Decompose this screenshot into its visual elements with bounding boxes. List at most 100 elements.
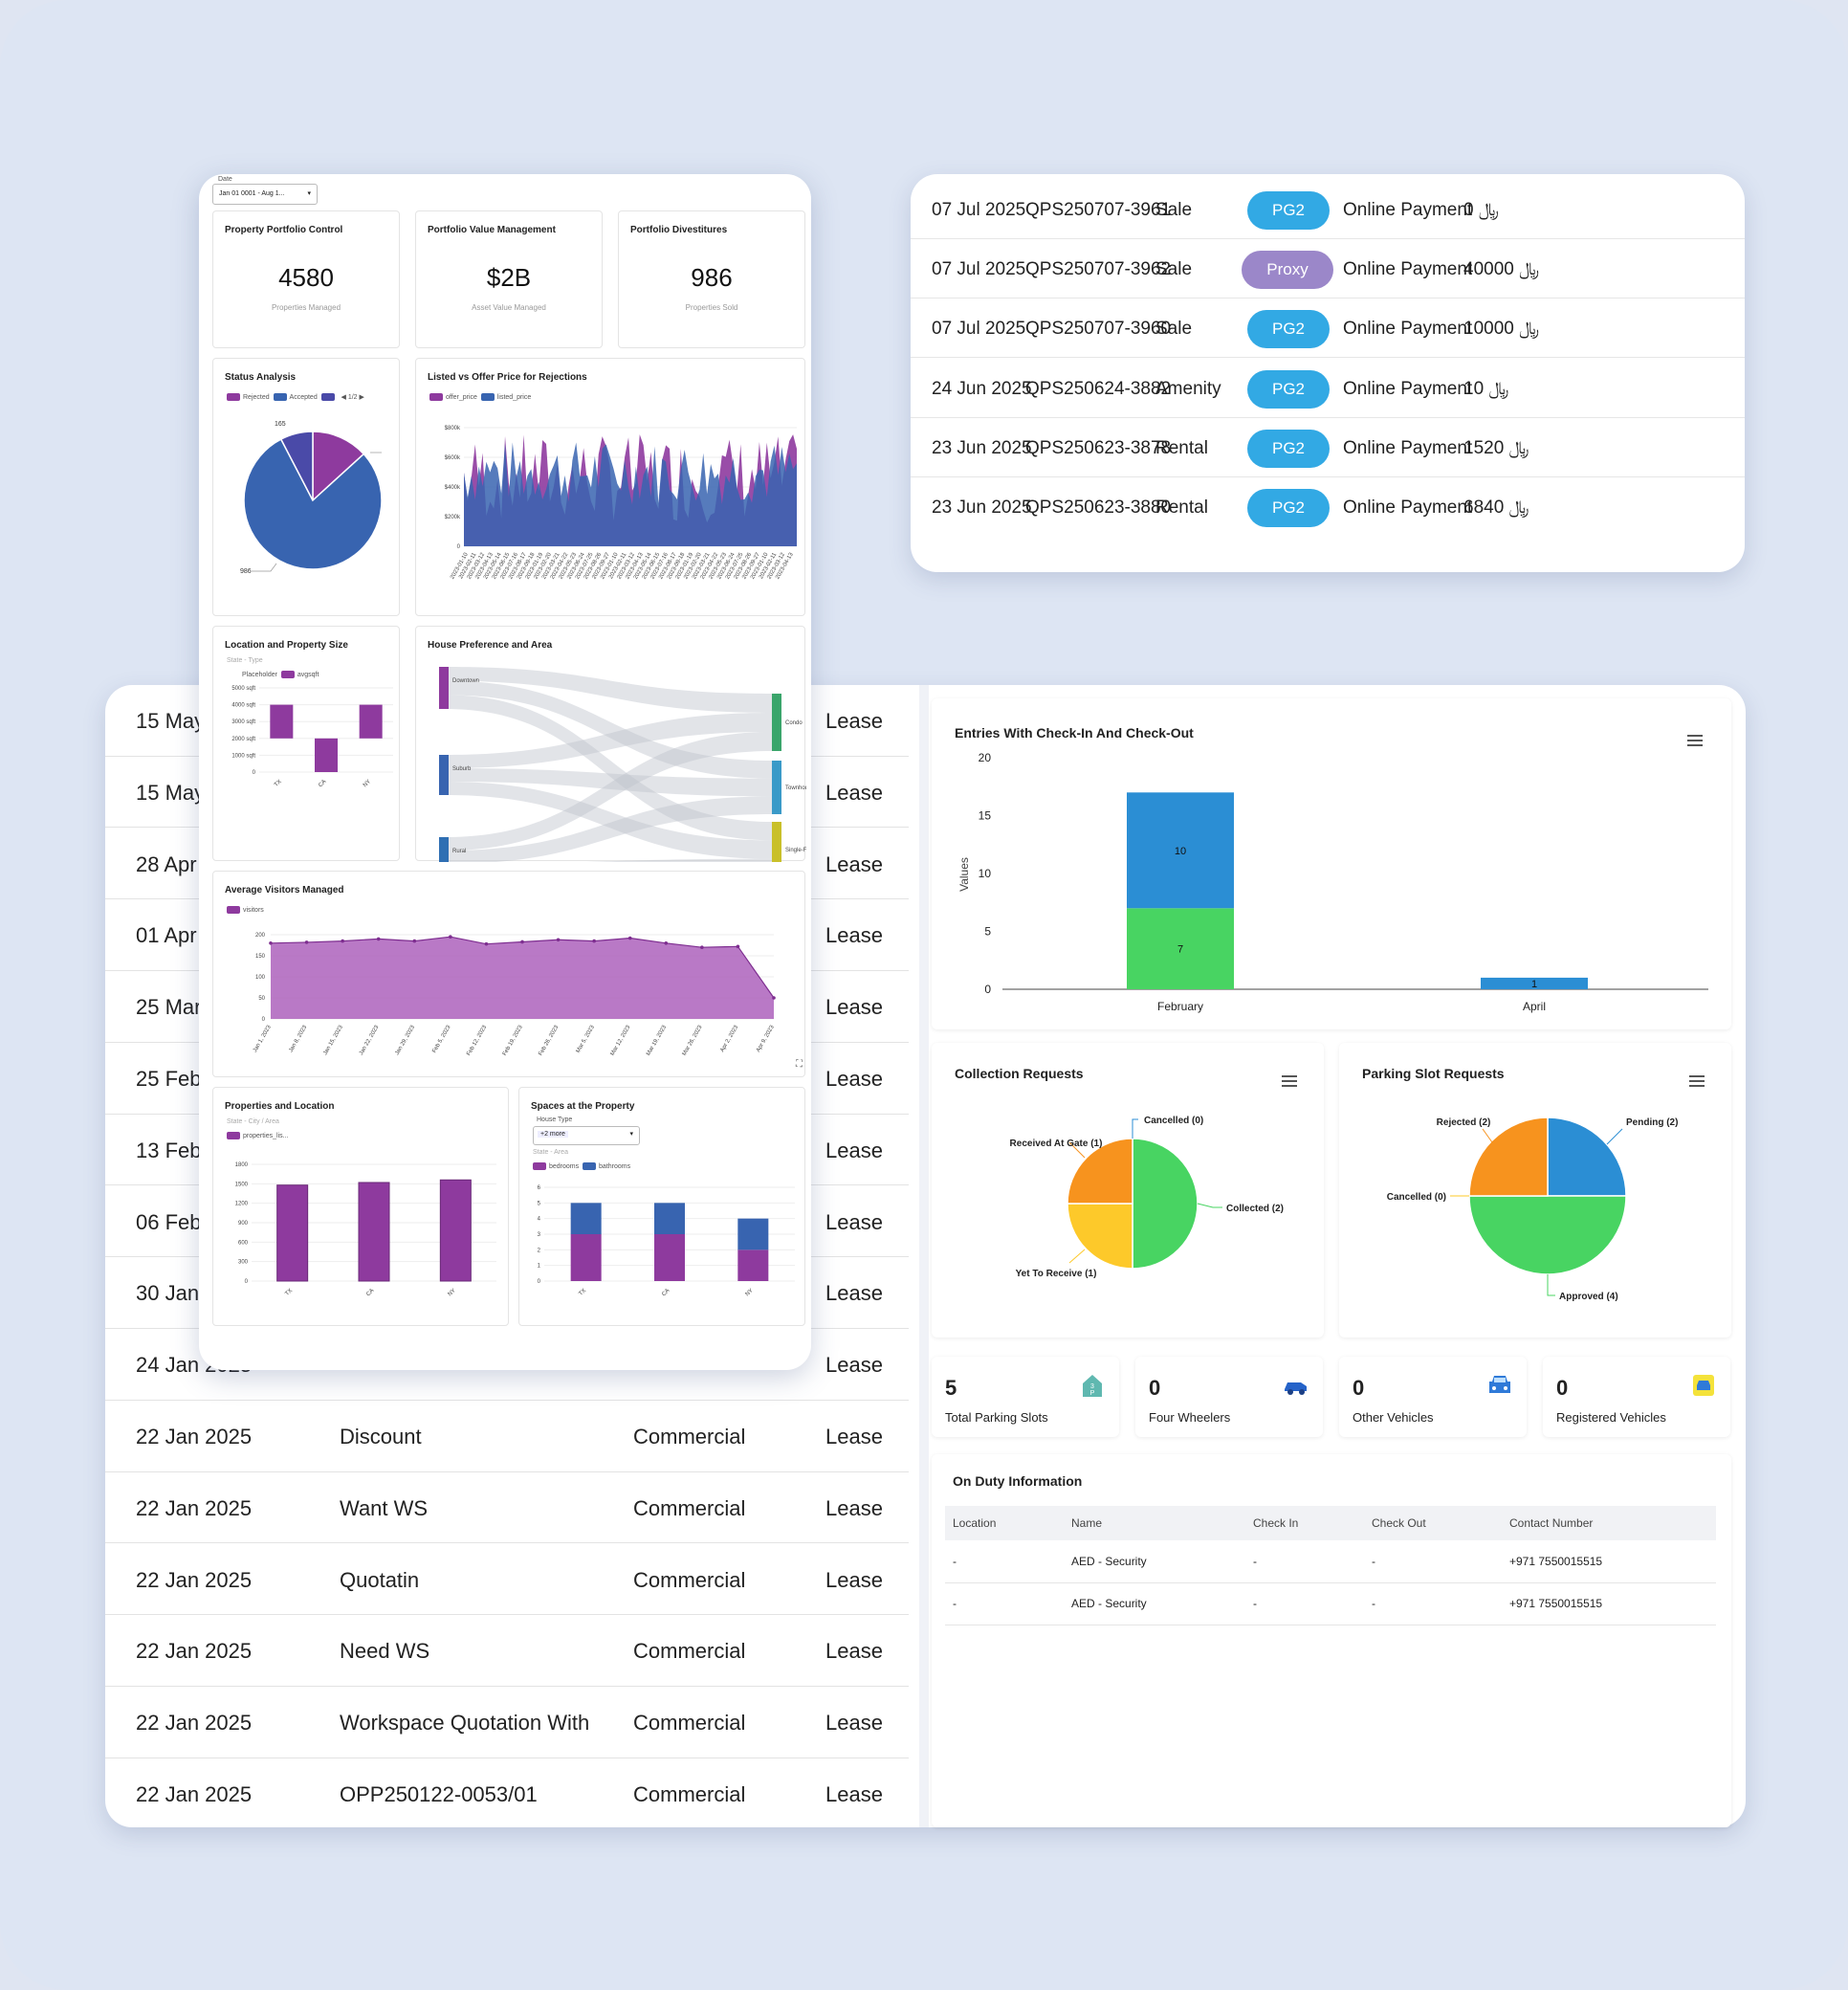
pie-slice — [1132, 1138, 1199, 1270]
legend-placeholder: Placeholder — [242, 671, 277, 678]
x-tick-label: Jan 1, 2023 — [253, 1024, 273, 1053]
x-tick-label: Jan 15, 2023 — [322, 1024, 344, 1056]
lead-date: 01 Apr — [136, 923, 197, 948]
payment-amount: 1520 ﷼ — [1463, 437, 1529, 458]
payment-type: Sale — [1155, 319, 1193, 340]
duty-column-header[interactable]: Check In — [1245, 1506, 1364, 1540]
stat-value: 0 — [1556, 1376, 1569, 1400]
collection-requests-title: Collection Requests — [955, 1066, 1084, 1081]
card-divider — [919, 685, 929, 1827]
spaces-title: Spaces at the Property — [531, 1101, 635, 1112]
pie-slice — [1067, 1138, 1133, 1205]
duty-cell: - — [945, 1582, 1064, 1625]
status-analysis-panel: Status Analysis Rejected Accepted ◀ 1/2 … — [212, 358, 400, 616]
y-tick-label: 100 — [255, 975, 266, 981]
legend-prev-icon[interactable]: ◀ — [341, 394, 346, 401]
y-tick-label: 0 — [245, 1279, 249, 1285]
entries-chart-panel: Entries With Check-In And Check-Out 0 5 10… — [932, 698, 1731, 1029]
lead-date: 25 Mar — [136, 995, 202, 1020]
legend-listed-price: listed_price — [496, 393, 532, 401]
legend-next-icon[interactable]: ▶ — [359, 394, 364, 401]
payment-method: Online Payment — [1343, 259, 1473, 280]
sankey-node — [772, 694, 781, 751]
location-filter[interactable]: State - Type — [227, 657, 263, 664]
payment-type: Amenity — [1155, 378, 1221, 399]
sankey-link — [445, 713, 772, 768]
visitors-point — [556, 938, 561, 942]
duty-column-header[interactable]: Contact Number — [1502, 1506, 1716, 1540]
sankey-link — [586, 858, 772, 862]
lead-row[interactable]: 22 Jan 2025 Quotatin Commercial Lease — [105, 1544, 909, 1616]
date-filter-select[interactable]: Jan 01 0001 - Aug 1... ▾ — [212, 184, 318, 205]
pie-data-label: Rejected (2) — [1437, 1117, 1491, 1128]
pie-slice — [1468, 1117, 1549, 1197]
duty-column-header[interactable]: Name — [1064, 1506, 1245, 1540]
payment-method: Online Payment — [1343, 200, 1473, 220]
payment-row[interactable]: 23 Jun 2025 QPS250623-3878 Rental Online Pa… — [911, 418, 1745, 477]
y-tick-label: 3 — [538, 1232, 541, 1238]
kpi-value: 986 — [691, 263, 733, 292]
bar-data-label: 10 — [1175, 846, 1186, 857]
entries-chart-title: Entries With Check-In And Check-Out — [955, 725, 1194, 741]
properties-filter[interactable]: State - City / Area — [227, 1118, 279, 1125]
payment-row[interactable]: 24 Jun 2025 QPS250624-3882 Amenity Online P… — [911, 359, 1745, 418]
y-tick-label: 0 — [253, 770, 256, 776]
sankey-link — [445, 732, 772, 851]
stat-registered-vehicles: 0 Registered Vehicles — [1543, 1357, 1730, 1437]
date-filter-label: Date — [218, 176, 232, 183]
pie-slice — [1468, 1195, 1627, 1275]
y-tick-label: $800k — [445, 426, 461, 431]
payment-amount: 0 ﷼ — [1463, 200, 1499, 220]
duty-row: - AED - Security - - +971 7550015515 — [945, 1582, 1716, 1625]
legend-rejected: Rejected — [243, 394, 270, 401]
visitors-point — [520, 940, 524, 944]
x-tick-label: Mar 5, 2023 — [576, 1024, 597, 1053]
status-legend: Rejected Accepted ◀ 1/2 ▶ — [227, 393, 364, 402]
lead-kind: Lease — [825, 709, 883, 733]
lead-row[interactable]: 22 Jan 2025 Discount Commercial Lease — [105, 1401, 909, 1472]
x-tick-label: Jan 8, 2023 — [288, 1024, 308, 1053]
payment-row[interactable]: 07 Jul 2025 QPS250707-3961 Sale Online Paym… — [911, 180, 1745, 239]
payment-row[interactable]: 23 Jun 2025 QPS250623-3880 Rental Online Pa… — [911, 477, 1745, 537]
lead-date: 06 Feb — [136, 1209, 202, 1234]
payment-amount: 10 ﷼ — [1463, 378, 1509, 399]
payment-row[interactable]: 07 Jul 2025 QPS250707-3962 Sale Online Paym… — [911, 239, 1745, 299]
spaces-filter[interactable]: State - Area — [533, 1149, 568, 1156]
legend-properties: properties_lis... — [243, 1132, 289, 1139]
payment-method: Online Payment — [1343, 498, 1473, 518]
visitors-point — [449, 935, 452, 939]
lead-kind: Lease — [825, 1711, 883, 1736]
expand-icon[interactable]: ⛶ — [796, 1059, 803, 1070]
lead-row[interactable]: 22 Jan 2025 OPP250122-0053/01 Commercial Le… — [105, 1758, 909, 1827]
lead-name: Workspace Quotation With — [340, 1711, 590, 1736]
y-tick-label: 900 — [238, 1221, 249, 1227]
lead-row[interactable]: 22 Jan 2025 Want WS Commercial Lease — [105, 1472, 909, 1544]
lead-kind: Lease — [825, 1209, 883, 1234]
payment-amount: 10000 ﷼ — [1463, 319, 1540, 340]
sankey-link — [445, 796, 772, 862]
lead-row[interactable]: 25 Mar Lease — [105, 971, 909, 1043]
legend-page: 1/2 — [347, 394, 358, 401]
lead-row[interactable]: 28 Apr Lease — [105, 829, 909, 900]
payment-row[interactable]: 07 Jul 2025 QPS250707-3960 Sale Online Paym… — [911, 298, 1745, 359]
payment-gateway-badge: Proxy — [1242, 251, 1333, 290]
duty-column-header[interactable]: Check Out — [1364, 1506, 1502, 1540]
chart-menu-icon[interactable] — [1689, 1075, 1705, 1087]
rejections-legend: offer_price listed_price — [429, 393, 531, 401]
pie-slice — [1067, 1203, 1133, 1270]
payment-gateway-badge: PG2 — [1247, 369, 1330, 409]
visitors-point — [376, 937, 381, 941]
chart-menu-icon[interactable] — [1282, 1075, 1297, 1087]
y-tick-label: 0 — [984, 983, 991, 996]
x-tick-label: Feb 5, 2023 — [431, 1024, 452, 1053]
y-tick-label: 5 — [984, 925, 991, 939]
lead-row[interactable]: 22 Jan 2025 Workspace Quotation With Comme… — [105, 1687, 909, 1758]
sankey-panel: House Preference and Area Downtown Suburb… — [415, 626, 806, 862]
chart-menu-icon[interactable] — [1687, 735, 1703, 746]
x-tick-label: Mar 19, 2023 — [646, 1024, 668, 1056]
property-bar — [276, 1184, 309, 1282]
house-type-select[interactable]: +2 more ▾ — [533, 1126, 640, 1145]
kpi-title: Property Portfolio Control — [225, 225, 343, 235]
duty-column-header[interactable]: Location — [945, 1506, 1064, 1540]
lead-row[interactable]: 22 Jan 2025 Need WS Commercial Lease — [105, 1615, 909, 1688]
